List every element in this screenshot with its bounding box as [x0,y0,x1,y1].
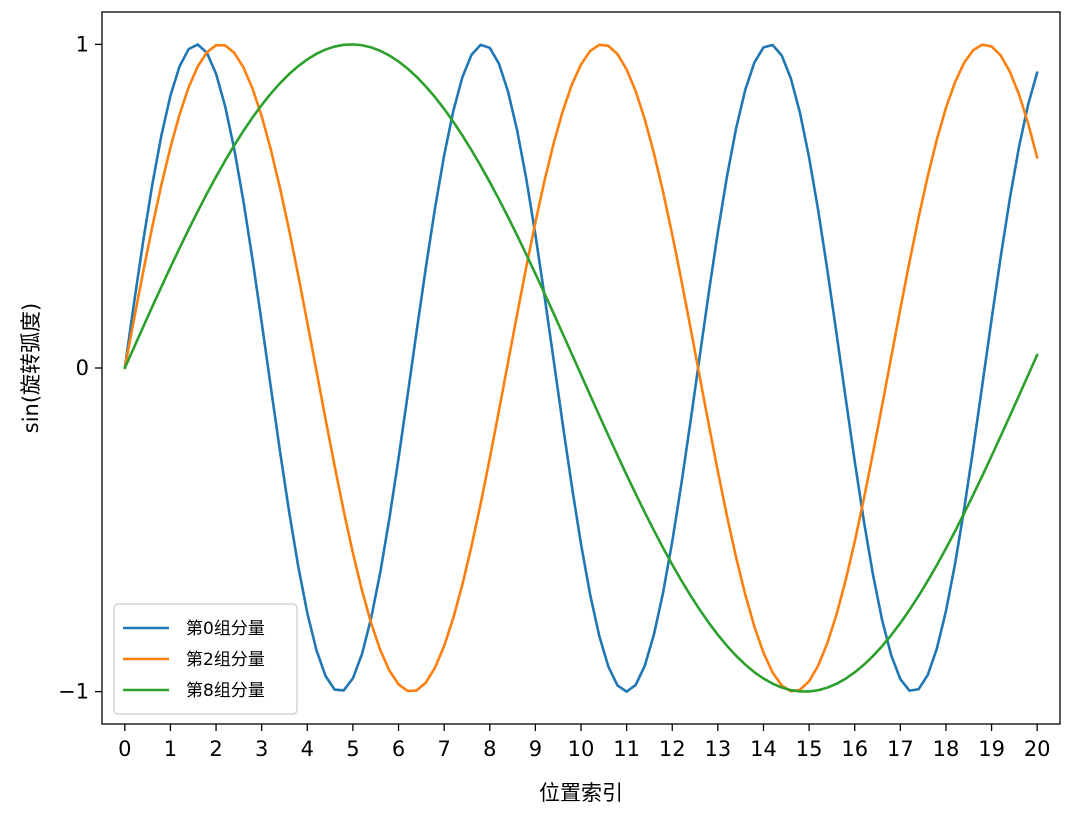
series-line-1 [123,43,1039,693]
x-tick-label: 0 [118,737,131,761]
x-tick-label: 5 [346,737,359,761]
x-tick-label: 14 [750,737,777,761]
x-tick-label: 1 [164,737,177,761]
x-axis-ticks: 0 1 2 3 4 5 6 7 8 9 10 11 12 13 14 15 16 17 18 19 20 [118,724,1051,761]
x-tick-label: 3 [255,737,268,761]
x-tick-label: 4 [301,737,314,761]
x-tick-label: 20 [1024,737,1051,761]
x-tick-label: 7 [437,737,450,761]
x-tick-label: 13 [704,737,731,761]
y-axis-label: sin(旋转弧度) [19,303,43,433]
x-axis-label: 位置索引 [539,781,623,805]
legend-label-2: 第8组分量 [186,681,265,701]
x-tick-label: 6 [392,737,405,761]
x-tick-label: 18 [933,737,960,761]
x-tick-label: 8 [483,737,496,761]
series-line-0 [123,43,1039,693]
series-line-2 [123,43,1039,693]
y-tick-label: 1 [76,32,89,56]
x-tick-label: 17 [887,737,914,761]
y-axis-ticks: −1 0 1 [58,32,102,704]
x-tick-label: 19 [978,737,1005,761]
x-tick-label: 15 [796,737,823,761]
x-tick-label: 9 [529,737,542,761]
legend-label-0: 第0组分量 [186,619,265,639]
x-tick-label: 16 [841,737,868,761]
y-tick-label: 0 [76,356,89,380]
x-tick-label: 12 [659,737,686,761]
x-tick-label: 11 [613,737,640,761]
x-tick-label: 10 [568,737,595,761]
y-tick-label: −1 [58,680,89,704]
legend-box [113,603,298,715]
x-tick-label: 2 [209,737,222,761]
legend-label-1: 第2组分量 [186,650,265,670]
series-layer [123,43,1039,693]
